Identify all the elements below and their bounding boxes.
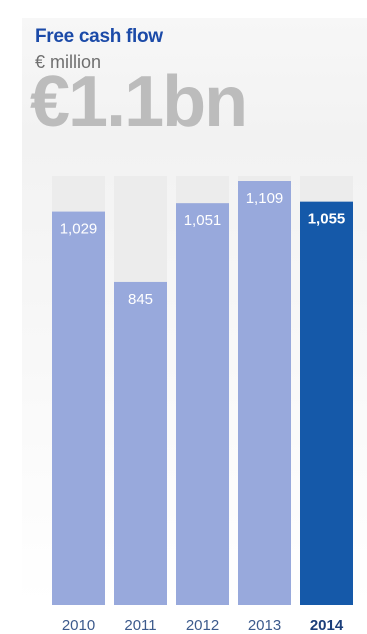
x-tick-label-2012: 2012: [186, 617, 219, 634]
x-tick-label-2011: 2011: [124, 617, 156, 634]
x-tick-label-2014: 2014: [310, 617, 344, 634]
value-label-2012: 1,051: [184, 212, 222, 229]
headline-figure: €1.1bn: [30, 62, 248, 142]
bar-2010: [52, 211, 105, 605]
bar-2011: [114, 281, 167, 605]
value-label-2010: 1,029: [60, 221, 98, 238]
value-label-2013: 1,109: [246, 190, 284, 207]
x-tick-label-2013: 2013: [248, 617, 281, 634]
chart-title: Free cash flow: [35, 26, 163, 47]
unit-label: € million: [35, 52, 102, 72]
value-label-2014: 1,055: [308, 211, 346, 228]
x-tick-label-2010: 2010: [62, 617, 95, 634]
bar-2014: [300, 201, 353, 605]
value-label-2011: 845: [128, 291, 153, 308]
bar-2012: [176, 203, 229, 605]
bar-2013: [238, 181, 291, 605]
